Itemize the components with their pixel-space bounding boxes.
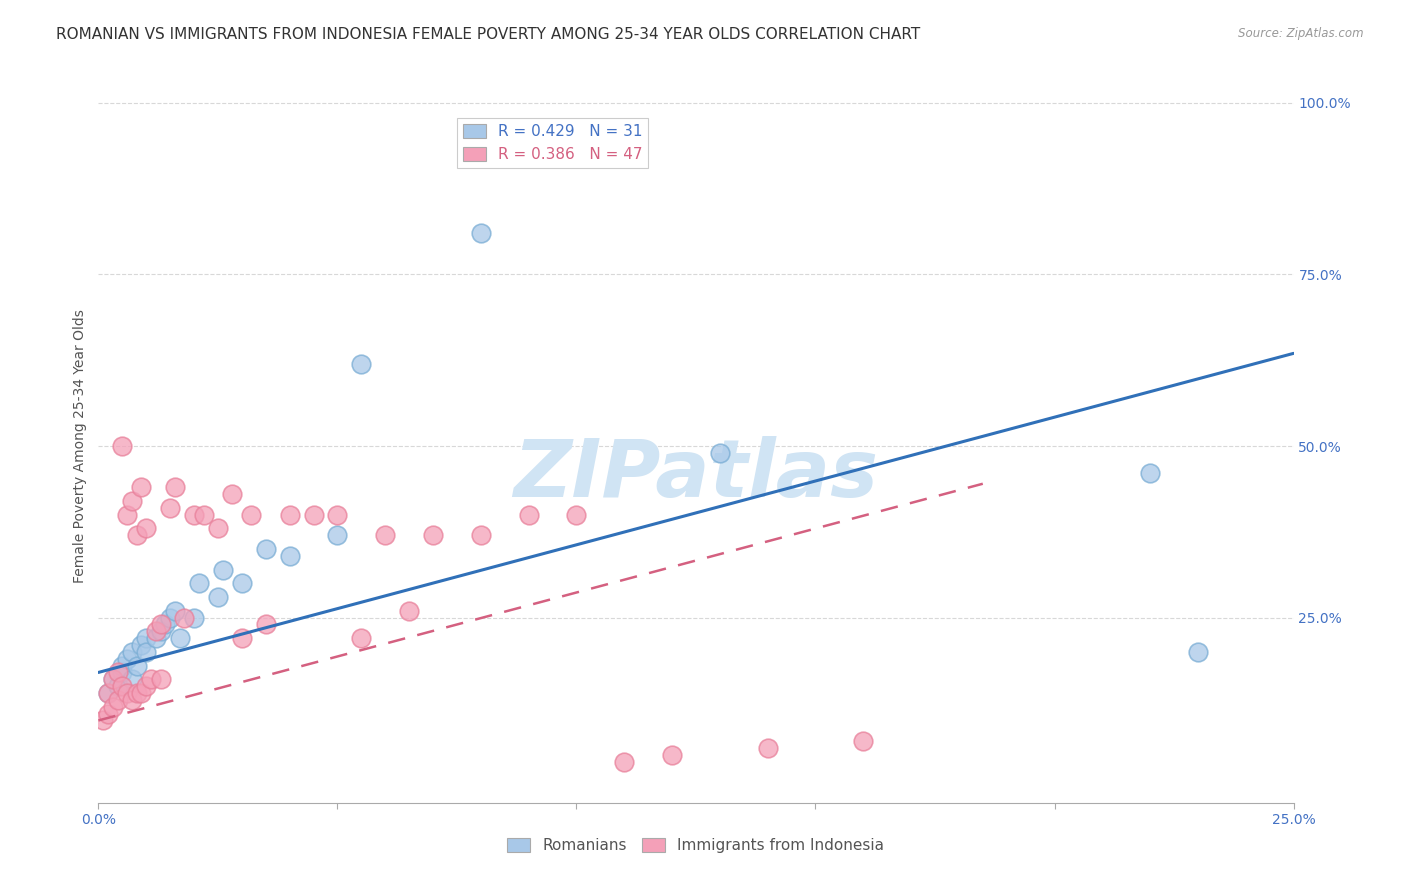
Point	[398, 604, 420, 618]
Point	[145, 631, 167, 645]
Point	[115, 508, 138, 522]
Point	[374, 528, 396, 542]
Point	[207, 590, 229, 604]
Point	[231, 576, 253, 591]
Point	[107, 693, 129, 707]
Point	[159, 610, 181, 624]
Point	[155, 617, 177, 632]
Point	[121, 494, 143, 508]
Point	[470, 227, 492, 241]
Point	[211, 562, 233, 576]
Point	[107, 665, 129, 680]
Point	[149, 673, 172, 687]
Point	[125, 528, 148, 542]
Point	[101, 699, 124, 714]
Point	[135, 521, 157, 535]
Y-axis label: Female Poverty Among 25-34 Year Olds: Female Poverty Among 25-34 Year Olds	[73, 309, 87, 583]
Point	[1187, 645, 1209, 659]
Point	[326, 528, 349, 542]
Legend: Romanians, Immigrants from Indonesia: Romanians, Immigrants from Indonesia	[502, 832, 890, 859]
Point	[254, 617, 277, 632]
Point	[97, 686, 120, 700]
Point	[852, 734, 875, 748]
Point	[125, 686, 148, 700]
Point	[254, 541, 277, 556]
Point	[565, 508, 588, 522]
Point	[159, 500, 181, 515]
Point	[470, 528, 492, 542]
Point	[422, 528, 444, 542]
Point	[193, 508, 215, 522]
Point	[709, 446, 731, 460]
Point	[207, 521, 229, 535]
Point	[326, 508, 349, 522]
Point	[163, 480, 186, 494]
Point	[121, 693, 143, 707]
Point	[613, 755, 636, 769]
Point	[97, 686, 120, 700]
Point	[183, 610, 205, 624]
Point	[97, 706, 120, 721]
Point	[111, 679, 134, 693]
Point	[221, 487, 243, 501]
Point	[278, 508, 301, 522]
Point	[135, 631, 157, 645]
Point	[131, 638, 153, 652]
Point	[139, 673, 162, 687]
Point	[135, 679, 157, 693]
Point	[350, 357, 373, 371]
Point	[101, 673, 124, 687]
Point	[115, 651, 138, 665]
Text: ROMANIAN VS IMMIGRANTS FROM INDONESIA FEMALE POVERTY AMONG 25-34 YEAR OLDS CORRE: ROMANIAN VS IMMIGRANTS FROM INDONESIA FE…	[56, 27, 921, 42]
Text: Source: ZipAtlas.com: Source: ZipAtlas.com	[1239, 27, 1364, 40]
Point	[111, 439, 134, 453]
Point	[517, 508, 540, 522]
Point	[1139, 467, 1161, 481]
Point	[163, 604, 186, 618]
Text: ZIPatlas: ZIPatlas	[513, 435, 879, 514]
Point	[231, 631, 253, 645]
Point	[278, 549, 301, 563]
Point	[91, 714, 114, 728]
Point	[107, 679, 129, 693]
Point	[756, 740, 779, 755]
Point	[131, 686, 153, 700]
Point	[125, 658, 148, 673]
Point	[187, 576, 209, 591]
Point	[101, 673, 124, 687]
Point	[149, 617, 172, 632]
Point	[115, 686, 138, 700]
Point	[145, 624, 167, 639]
Point	[173, 610, 195, 624]
Point	[135, 645, 157, 659]
Point	[169, 631, 191, 645]
Point	[183, 508, 205, 522]
Point	[121, 645, 143, 659]
Point	[131, 480, 153, 494]
Point	[121, 673, 143, 687]
Point	[350, 631, 373, 645]
Point	[149, 624, 172, 639]
Point	[111, 658, 134, 673]
Point	[111, 665, 134, 680]
Point	[240, 508, 263, 522]
Point	[302, 508, 325, 522]
Point	[661, 747, 683, 762]
